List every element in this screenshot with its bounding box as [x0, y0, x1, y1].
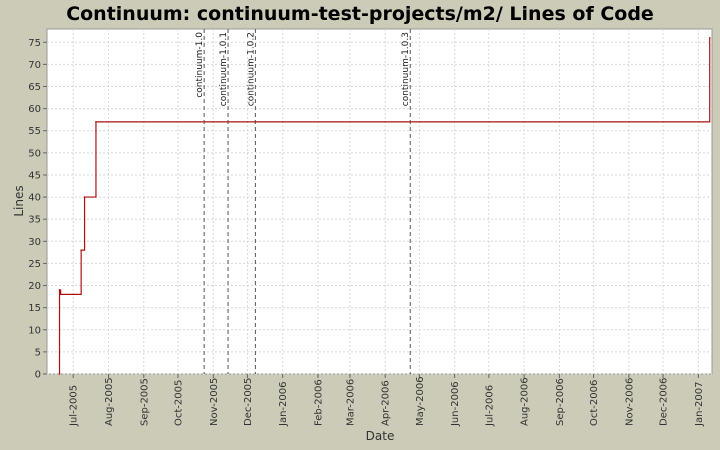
y-tick-label: 75: [28, 38, 41, 49]
series-layer: [58, 37, 711, 375]
release-markers: continuum-1.0 continuum-1.0.1 continuum-1.…: [195, 29, 411, 374]
y-tick-label: 30: [28, 237, 41, 248]
x-tick-label: Jan-2007: [694, 382, 705, 427]
data-point: [59, 293, 62, 296]
data-point: [95, 121, 97, 123]
x-tick-label: Jul-2006: [484, 385, 495, 427]
y-tick-label: 20: [28, 281, 41, 292]
grid-lines: [47, 29, 712, 375]
data-point: [83, 196, 86, 198]
x-axis: Jul-2005 Aug-2005 Sep-2005 Oct-2005 Nov-2005…: [69, 374, 705, 427]
x-tick-label: Jan-2006: [278, 382, 289, 427]
y-tick-label: 25: [28, 259, 41, 270]
x-tick-label: Nov-2006: [624, 378, 635, 426]
y-tick-label: 45: [28, 170, 41, 181]
x-tick-label: Aug-2005: [104, 377, 115, 426]
y-axis-label: Lines: [12, 185, 26, 216]
data-point: [80, 249, 82, 251]
x-tick-label: Sep-2005: [139, 378, 150, 426]
plot-area: [46, 28, 713, 375]
release-marker-label: continuum-1.0.2: [246, 32, 256, 106]
x-tick-label: Apr-2006: [381, 380, 392, 426]
y-tick-label: 70: [28, 60, 41, 71]
data-point: [58, 289, 61, 291]
x-tick-label: May-2006: [415, 376, 426, 426]
y-axis: 0 5 10 15 20 25 30 35 40 45 50 55 60 65 70 75: [28, 38, 47, 381]
y-tick-label: 35: [28, 215, 41, 226]
y-tick-label: 65: [28, 82, 41, 93]
y-tick-label: 0: [35, 370, 41, 381]
x-tick-label: Dec-2005: [243, 378, 254, 426]
chart-title: Continuum: continuum-test-projects/m2/ L…: [66, 3, 654, 25]
x-tick-label: Dec-2006: [659, 378, 670, 426]
y-tick-label: 40: [28, 193, 41, 204]
x-tick-label: Oct-2005: [173, 380, 184, 426]
x-tick-label: Sep-2006: [555, 378, 566, 426]
x-tick-label: Oct-2006: [589, 380, 600, 426]
x-tick-label: Feb-2006: [314, 379, 325, 426]
y-tick-label: 50: [28, 148, 41, 159]
release-marker-label: continuum-1.0.1: [219, 32, 229, 106]
y-tick-label: 55: [28, 126, 41, 137]
release-marker-label: continuum-1.0: [195, 32, 205, 98]
x-tick-label: Mar-2006: [345, 379, 356, 426]
series-line: [58, 37, 711, 374]
x-tick-label: Nov-2005: [209, 378, 220, 426]
y-tick-label: 15: [28, 303, 41, 314]
y-tick-label: 60: [28, 104, 41, 115]
y-tick-label: 10: [28, 325, 41, 336]
data-point: [58, 373, 61, 375]
x-tick-label: Aug-2006: [520, 377, 531, 426]
data-point: [708, 37, 711, 39]
x-axis-label: Date: [366, 429, 395, 443]
x-tick-label: Jun-2006: [450, 381, 461, 427]
x-tick-label: Jul-2005: [69, 385, 80, 427]
release-marker-label: continuum-1.0.3: [401, 32, 411, 106]
y-tick-label: 5: [35, 347, 41, 358]
